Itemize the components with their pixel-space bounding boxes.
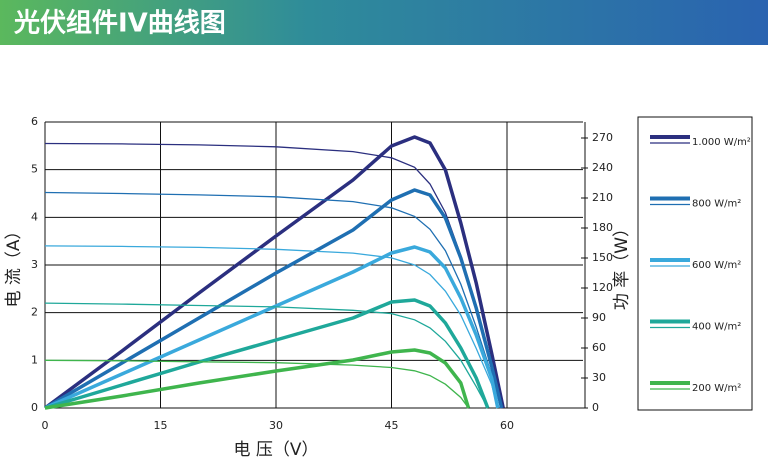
y-tick-label: 1: [31, 353, 38, 366]
y-tick-label: 2: [31, 306, 38, 319]
x-tick-label: 15: [154, 419, 168, 432]
chart-title: 光伏组件IV曲线图: [13, 8, 226, 39]
x-tick-label: 0: [42, 419, 49, 432]
current-line: [44, 245, 499, 409]
power-line: [44, 298, 490, 410]
current-line: [44, 191, 503, 409]
power-line: [43, 135, 505, 410]
y-tick-label: 4: [31, 210, 38, 223]
y2-tick-label: 60: [592, 341, 606, 354]
power-line: [44, 245, 500, 410]
legend-label: 600 W/m²: [692, 260, 741, 271]
y2-tick-label: 270: [592, 131, 613, 144]
current-line: [44, 302, 489, 409]
power-line: [44, 348, 471, 410]
legend-label: 1.000 W/m²: [692, 137, 751, 148]
legend-label: 200 W/m²: [692, 383, 741, 394]
legend-box: [637, 116, 753, 411]
y2-tick-label: 150: [592, 251, 613, 264]
y2-tick-label: 90: [592, 311, 606, 324]
x-tick-label: 45: [385, 419, 399, 432]
y-tick-label: 6: [31, 115, 38, 128]
power-line: [44, 188, 504, 410]
current-line: [44, 359, 470, 409]
x-axis-label: 电 压（V）: [233, 440, 318, 460]
y-axis-label: 电 流（A）: [4, 222, 24, 307]
y2-axis-label: 功 率（W）: [612, 220, 632, 310]
y-tick-label: 0: [31, 401, 38, 414]
legend-label: 800 W/m²: [692, 199, 741, 210]
y2-tick-label: 210: [592, 191, 613, 204]
y2-tick-label: 30: [592, 371, 606, 384]
x-tick-label: 30: [269, 419, 283, 432]
y-tick-label: 3: [31, 258, 38, 271]
x-tick-label: 60: [500, 419, 514, 432]
y2-tick-label: 180: [592, 221, 613, 234]
y2-tick-label: 0: [592, 401, 599, 414]
y2-tick-label: 240: [592, 161, 613, 174]
y2-tick-label: 120: [592, 281, 613, 294]
header-bar: [0, 0, 768, 45]
y-tick-label: 5: [31, 163, 38, 176]
legend-label: 400 W/m²: [692, 322, 741, 333]
